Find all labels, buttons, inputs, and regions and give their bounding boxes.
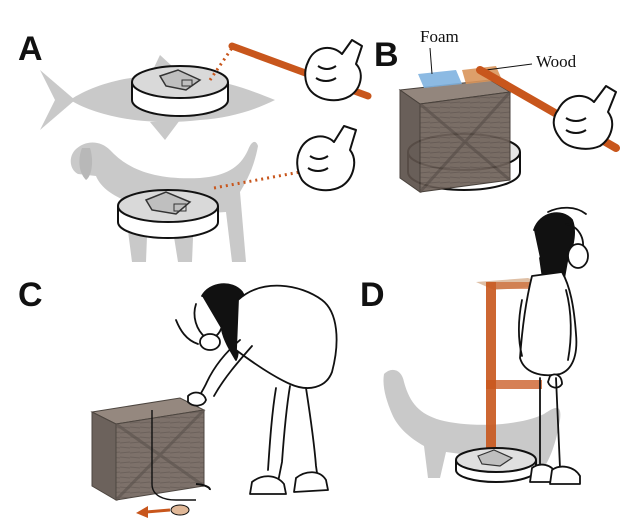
hand-icon — [304, 39, 363, 102]
crate-icon — [90, 397, 206, 502]
scale-plate-icon — [131, 65, 229, 117]
hand-icon — [552, 85, 617, 150]
panel-label-c: C — [18, 276, 43, 314]
crate-icon — [398, 79, 512, 194]
panel-b: B Foam Wood — [374, 27, 620, 194]
panel-d: D — [360, 206, 589, 485]
panel-label-a: A — [18, 30, 43, 68]
scale-plate-icon — [195, 483, 211, 491]
force-line — [213, 170, 301, 190]
force-arrowhead — [136, 506, 148, 518]
scale-plate-icon — [117, 189, 219, 239]
person-icon — [518, 206, 589, 485]
foam-label: Foam — [420, 27, 459, 46]
hand-icon — [296, 125, 357, 192]
panel-c: C — [18, 276, 338, 518]
person-icon — [175, 283, 338, 495]
foam-pad — [418, 70, 462, 88]
sensor-cable — [151, 410, 196, 501]
force-arrow — [145, 508, 171, 514]
scale-plate-icon — [455, 447, 537, 483]
force-line — [208, 47, 234, 81]
panel-label-b: B — [374, 36, 399, 74]
sensor-pad — [170, 504, 190, 516]
panel-a: A — [18, 30, 372, 262]
foam-leader — [429, 47, 433, 75]
wood-label: Wood — [536, 52, 577, 71]
panel-label-d: D — [360, 276, 385, 314]
wood-leader — [485, 63, 533, 71]
